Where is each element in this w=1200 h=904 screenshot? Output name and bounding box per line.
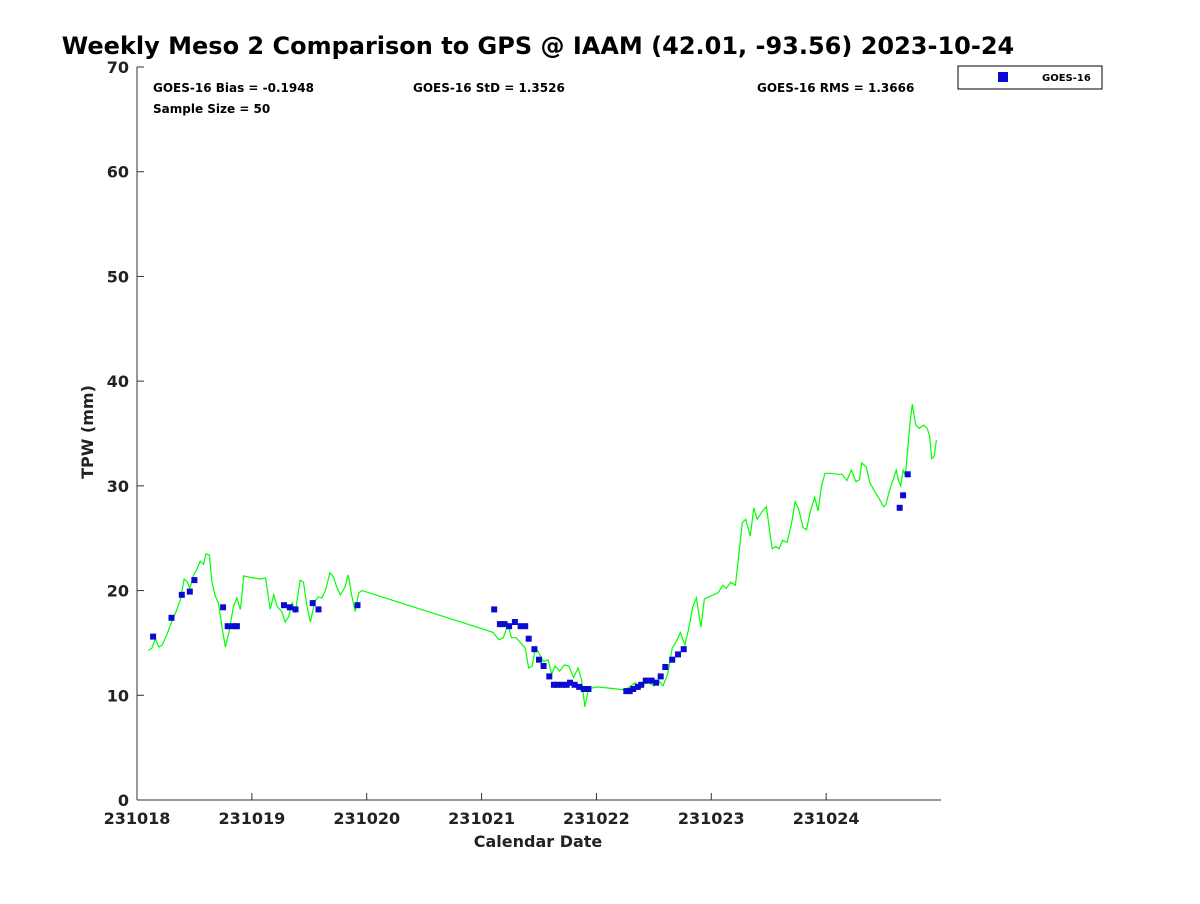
goes-point	[178, 591, 185, 598]
goes-point	[680, 646, 687, 653]
x-tick-label: 231018	[104, 809, 171, 828]
legend-marker	[998, 72, 1008, 82]
goes-point	[896, 504, 903, 511]
goes-point	[522, 623, 529, 630]
goes-point	[536, 656, 542, 663]
y-tick-label: 0	[118, 791, 129, 810]
x-tick-label: 231023	[678, 809, 745, 828]
goes-point	[224, 623, 231, 630]
goes-point	[576, 683, 583, 690]
goes-point	[563, 681, 570, 688]
x-tick-label: 231024	[793, 809, 860, 828]
goes-series	[150, 471, 911, 695]
y-tick-label: 70	[107, 58, 129, 77]
legend-box	[957, 65, 1103, 90]
goes-point	[648, 677, 655, 684]
goes-point	[580, 686, 587, 692]
x-axis-label: Calendar Date	[474, 832, 603, 851]
goes-point	[501, 621, 508, 628]
stat-bias: GOES-16 Bias = -0.1948	[153, 81, 314, 95]
goes-point	[623, 688, 630, 695]
y-tick-label: 20	[107, 582, 129, 601]
y-tick-label: 50	[107, 267, 129, 286]
goes-point	[281, 602, 287, 609]
goes-point	[634, 683, 641, 690]
goes-point	[638, 681, 645, 688]
goes-point	[525, 635, 532, 642]
gps-line	[148, 404, 937, 707]
goes-point	[554, 681, 561, 688]
goes-point	[550, 681, 557, 688]
goes-point	[220, 604, 227, 611]
goes-point	[567, 679, 573, 686]
goes-point	[559, 681, 565, 688]
goes-point	[186, 588, 193, 595]
legend: GOES-16	[957, 65, 1103, 90]
chart-title: Weekly Meso 2 Comparison to GPS @ IAAM (…	[62, 32, 1014, 60]
goes-point	[517, 623, 524, 630]
goes-point	[653, 679, 660, 686]
goes-point	[540, 663, 547, 669]
goes-point	[230, 623, 237, 630]
goes-point	[315, 606, 322, 613]
goes-point	[511, 619, 518, 625]
y-tick-label: 40	[107, 372, 129, 391]
x-tick-label: 231020	[333, 809, 400, 828]
x-tick-label: 231021	[448, 809, 515, 828]
goes-point	[496, 621, 503, 628]
goes-point	[546, 673, 553, 680]
goes-point	[150, 633, 157, 640]
goes-point	[506, 623, 513, 630]
goes-point	[286, 604, 293, 611]
goes-point	[585, 686, 592, 692]
goes-point	[904, 471, 911, 478]
y-tick-label: 10	[107, 686, 129, 705]
goes-point	[491, 606, 498, 613]
goes-point	[571, 681, 578, 688]
goes-point	[675, 651, 681, 658]
goes-point	[642, 677, 649, 684]
goes-point	[626, 688, 633, 695]
gps-series	[148, 404, 937, 707]
legend-label: GOES-16	[1042, 73, 1091, 84]
y-tick-label: 30	[107, 477, 129, 496]
stat-std: GOES-16 StD = 1.3526	[413, 81, 565, 95]
stat-sample-size: Sample Size = 50	[153, 102, 270, 116]
goes-point	[309, 600, 316, 607]
y-axis-label: TPW (mm)	[78, 385, 97, 479]
stat-rms: GOES-16 RMS = 1.3666	[757, 81, 914, 95]
goes-point	[233, 623, 240, 630]
goes-point	[900, 492, 907, 499]
axes: 0 10 20 30 40 50 60 70 231018 231019 231020 231021 2…	[104, 58, 941, 828]
goes-point	[657, 673, 664, 680]
x-tick-label: 231022	[563, 809, 630, 828]
goes-point	[354, 602, 361, 609]
goes-point	[630, 686, 637, 692]
x-tick-label: 231019	[218, 809, 285, 828]
goes-point	[662, 664, 669, 670]
goes-point	[669, 656, 676, 663]
goes-point	[292, 606, 299, 613]
goes-point	[531, 646, 538, 653]
y-tick-label: 60	[107, 163, 129, 182]
goes-point	[191, 577, 198, 584]
goes-point	[168, 614, 175, 621]
